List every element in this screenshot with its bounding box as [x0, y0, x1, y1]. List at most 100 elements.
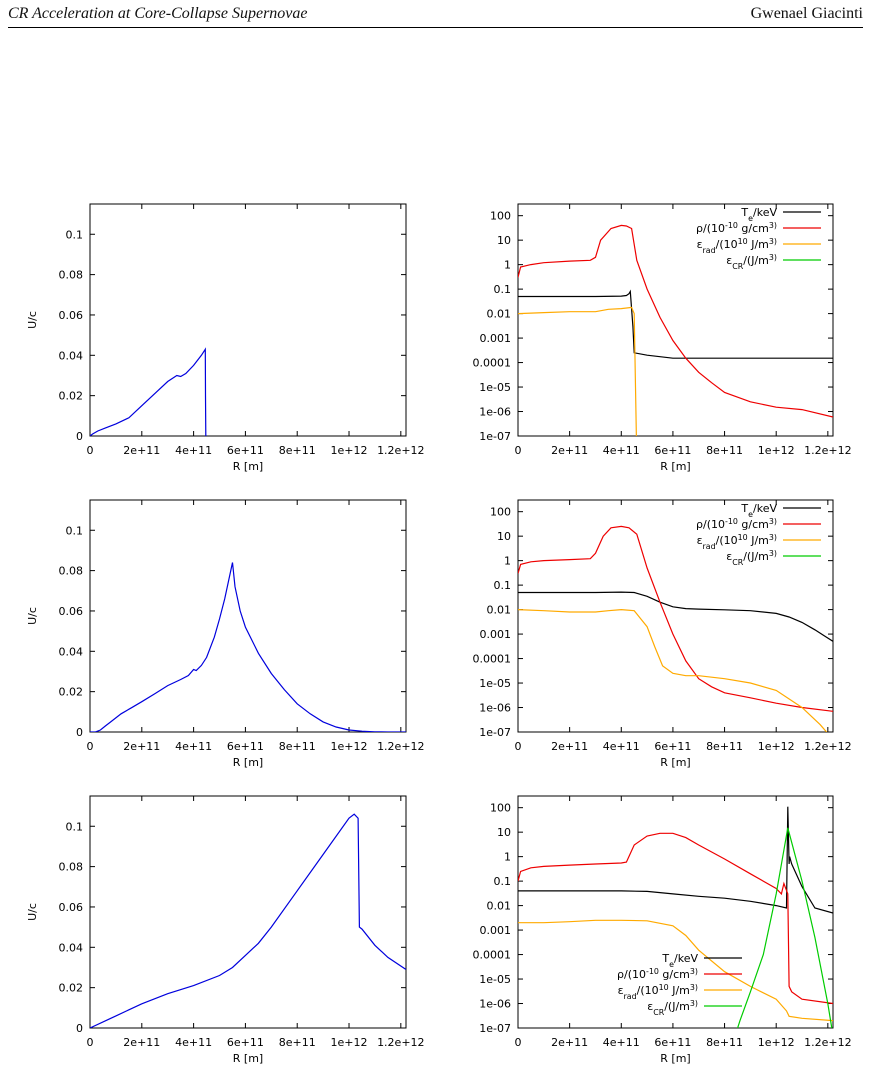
- y-tick-label: 10: [497, 234, 511, 247]
- y-tick-label: 1e-07: [479, 726, 511, 739]
- y-tick-label: 0.1: [66, 228, 84, 241]
- x-tick-label: 8e+11: [706, 444, 743, 457]
- x-tick-label: 4e+11: [603, 1036, 640, 1049]
- y-tick-label: 10: [497, 530, 511, 543]
- y-tick-label: 1e-05: [479, 973, 511, 986]
- y-tick-label: 0.1: [494, 579, 512, 592]
- y-tick-label: 1e-06: [479, 406, 511, 419]
- y-tick-label: 1e-06: [479, 998, 511, 1011]
- series-line-1: [518, 289, 833, 359]
- y-tick-label: 10: [497, 826, 511, 839]
- x-tick-label: 2e+11: [123, 740, 160, 753]
- series-line-2: [518, 832, 833, 1005]
- y-tick-label: 0.1: [66, 820, 84, 833]
- chart-1: 0 2e+11 4e+11 6e+11 8e+11 1e+12 1.2e+12 0 0.02 0.…: [26, 203, 425, 473]
- x-tick-label: 0: [87, 1036, 94, 1049]
- y-axis-label: U/c: [26, 903, 39, 921]
- chart-2: 0 2e+11 4e+11 6e+11 8e+11 1e+12 1.2e+12 1e-07 1e…: [473, 203, 852, 473]
- y-tick-label: 0.01: [487, 900, 512, 913]
- x-tick-label: 8e+11: [279, 444, 316, 457]
- x-tick-label: 1e+12: [331, 740, 368, 753]
- legend-label: εCR/(J/m3): [726, 253, 777, 271]
- y-tick-label: 0.02: [59, 686, 84, 699]
- y-tick-label: 0.08: [59, 861, 84, 874]
- x-tick-label: 0: [87, 740, 94, 753]
- running-title: CR Acceleration at Core-Collapse Superno…: [8, 5, 308, 22]
- y-tick-label: 0.0001: [473, 653, 512, 666]
- x-axis-label: R [m]: [660, 1052, 690, 1065]
- x-axis-label: R [m]: [660, 756, 690, 769]
- chart-3: 0 2e+11 4e+11 6e+11 8e+11 1e+12 1.2e+12 0 0.02 0.…: [26, 499, 425, 769]
- x-tick-label: 1.2e+12: [804, 444, 851, 457]
- y-tick-label: 100: [490, 506, 511, 519]
- y-tick-label: 0.02: [59, 390, 84, 403]
- y-tick-label: 0.1: [494, 283, 512, 296]
- x-tick-label: 4e+11: [175, 1036, 212, 1049]
- x-tick-label: 6e+11: [227, 444, 264, 457]
- legend-label: ρ/(10-10 g/cm3): [696, 517, 777, 532]
- x-tick-label: 6e+11: [227, 1036, 264, 1049]
- y-tick-label: 0.0001: [473, 949, 512, 962]
- y-tick-label: 100: [490, 210, 511, 223]
- x-tick-label: 1e+12: [758, 1036, 795, 1049]
- x-tick-label: 4e+11: [603, 444, 640, 457]
- y-tick-label: 0.06: [59, 309, 84, 322]
- y-tick-label: 0: [76, 726, 83, 739]
- x-tick-label: 2e+11: [551, 444, 588, 457]
- legend-label: Te/keV: [661, 952, 698, 969]
- x-tick-label: 1e+12: [331, 1036, 368, 1049]
- plot-frame: [517, 795, 834, 1029]
- legend-label: εrad/(1010 J/m3): [618, 983, 698, 1001]
- series-line-4: [736, 827, 833, 1028]
- x-tick-label: 8e+11: [279, 1036, 316, 1049]
- series-line-2: [518, 525, 833, 712]
- plot-frame: [89, 795, 407, 1029]
- y-tick-label: 0.01: [487, 308, 512, 321]
- x-tick-label: 4e+11: [603, 740, 640, 753]
- y-tick-label: 0.001: [480, 924, 512, 937]
- y-tick-label: 0.04: [59, 941, 84, 954]
- y-tick-label: 0.04: [59, 349, 84, 362]
- plot-frame: [89, 499, 407, 733]
- x-tick-label: 1.2e+12: [377, 1036, 424, 1049]
- legend-label: Te/keV: [740, 502, 777, 519]
- y-tick-label: 0: [76, 430, 83, 443]
- legend-label: εrad/(1010 J/m3): [697, 533, 777, 551]
- series-line-2: [518, 224, 833, 418]
- y-tick-label: 1e-07: [479, 1022, 511, 1035]
- chart-5: 0 2e+11 4e+11 6e+11 8e+11 1e+12 1.2e+12 0 0.02 0.…: [26, 795, 425, 1065]
- x-tick-label: 6e+11: [654, 1036, 691, 1049]
- y-tick-label: 0.0001: [473, 357, 512, 370]
- legend-label: Te/keV: [740, 206, 777, 223]
- x-axis-label: R [m]: [233, 756, 263, 769]
- x-tick-label: 8e+11: [279, 740, 316, 753]
- y-tick-label: 0.1: [494, 875, 512, 888]
- y-tick-label: 0.02: [59, 982, 84, 995]
- x-tick-label: 2e+11: [551, 1036, 588, 1049]
- legend-label: εCR/(J/m3): [726, 549, 777, 567]
- y-tick-label: 100: [490, 802, 511, 815]
- y-tick-label: 1e-07: [479, 430, 511, 443]
- x-tick-label: 1.2e+12: [804, 740, 851, 753]
- y-tick-label: 0.08: [59, 565, 84, 578]
- series-line-3: [518, 608, 828, 732]
- x-tick-label: 0: [515, 740, 522, 753]
- page-header: CR Acceleration at Core-Collapse Superno…: [8, 0, 863, 28]
- x-axis-label: R [m]: [233, 1052, 263, 1065]
- x-tick-label: 4e+11: [175, 740, 212, 753]
- x-tick-label: 8e+11: [706, 1036, 743, 1049]
- x-tick-label: 0: [515, 1036, 522, 1049]
- series-line-1: [90, 562, 406, 732]
- series-line-1: [90, 813, 406, 1028]
- y-axis-label: U/c: [26, 607, 39, 625]
- plot-frame: [517, 203, 834, 437]
- y-tick-label: 0.01: [487, 604, 512, 617]
- x-tick-label: 1e+12: [758, 444, 795, 457]
- x-tick-label: 0: [515, 444, 522, 457]
- y-tick-label: 0.06: [59, 901, 84, 914]
- y-tick-label: 1: [504, 555, 511, 568]
- x-tick-label: 1e+12: [331, 444, 368, 457]
